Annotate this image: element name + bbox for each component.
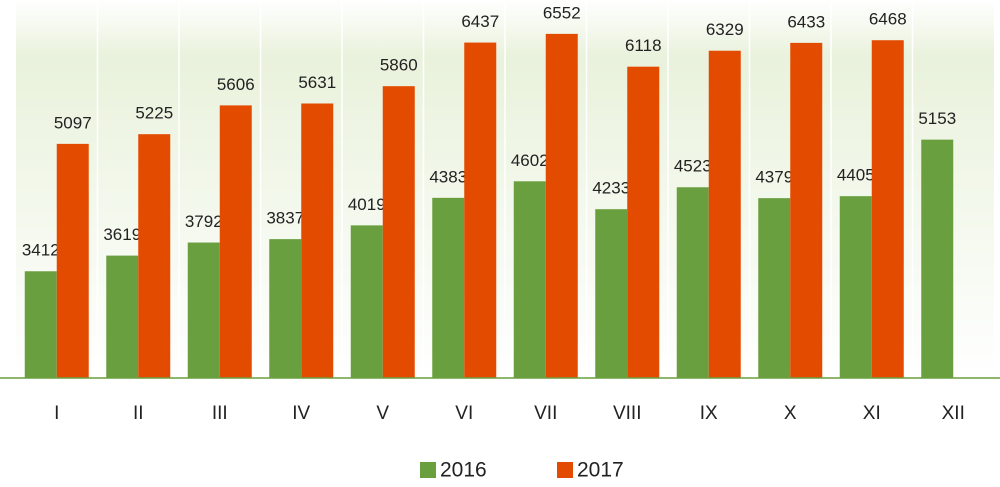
bar (464, 42, 497, 378)
data-label: 5153 (918, 109, 956, 128)
bar (432, 197, 465, 378)
bar (758, 198, 791, 378)
x-tick-label: IV (292, 403, 310, 424)
bar (627, 66, 660, 378)
x-tick-label: VI (455, 403, 473, 424)
x-tick-label: I (54, 403, 59, 424)
data-label: 4523 (674, 157, 712, 176)
data-label: 6433 (787, 12, 825, 31)
x-tick-label: IX (700, 403, 718, 424)
data-label: 5860 (380, 56, 418, 75)
bar (138, 134, 171, 378)
x-tick-label: II (133, 403, 144, 424)
bar (595, 209, 628, 378)
data-label: 6468 (869, 10, 907, 29)
data-label: 3837 (266, 209, 304, 228)
data-label: 6118 (625, 36, 662, 55)
data-label: 6329 (706, 20, 744, 39)
x-tick-label: VIII (613, 403, 642, 424)
data-label: 4379 (755, 168, 793, 187)
bar (790, 42, 823, 378)
bar (676, 187, 709, 378)
data-label: 6437 (461, 12, 499, 31)
bar (382, 86, 415, 379)
bar (106, 255, 139, 378)
legend-swatch (420, 462, 436, 478)
data-label: 4383 (429, 167, 467, 186)
data-label: 4233 (592, 179, 630, 198)
x-tick-label: XII (942, 403, 965, 424)
bar (187, 242, 220, 378)
legend-label: 2016 (440, 459, 487, 482)
bar (839, 196, 872, 378)
data-label: 6552 (543, 3, 581, 22)
bar (56, 143, 89, 378)
bar (24, 271, 57, 378)
data-label: 3412 (22, 241, 60, 260)
data-label: 4019 (348, 195, 386, 214)
bar (350, 225, 383, 378)
bar (269, 239, 302, 378)
legend-label: 2017 (577, 459, 624, 482)
data-label: 4405 (837, 166, 875, 185)
x-tick-label: V (376, 403, 389, 424)
bar (513, 181, 546, 378)
data-label: 3792 (185, 212, 223, 231)
bar (301, 103, 334, 378)
bar (921, 139, 954, 378)
bar (871, 40, 904, 378)
x-tick-label: X (784, 403, 797, 424)
data-label: 4602 (511, 151, 549, 170)
x-tick-label: VII (534, 403, 557, 424)
data-label: 5631 (298, 73, 336, 92)
bar (219, 105, 252, 378)
legend-swatch (557, 462, 573, 478)
data-label: 5225 (135, 104, 173, 123)
bar (545, 33, 578, 378)
data-label: 5097 (54, 113, 92, 132)
x-tick-label: III (212, 403, 228, 424)
bar (708, 50, 741, 378)
data-label: 5606 (217, 75, 255, 94)
x-tick-label: XI (863, 403, 881, 424)
data-label: 3619 (103, 225, 141, 244)
